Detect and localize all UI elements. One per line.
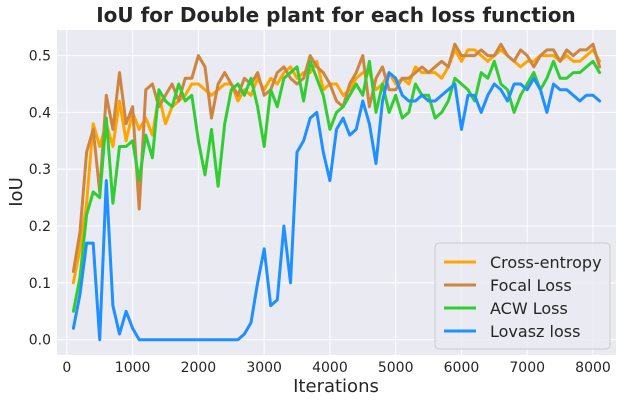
legend: Cross-entropy Focal Loss ACW Loss Lovasz lo…: [434, 242, 611, 350]
legend-label-acw-loss: ACW Loss: [490, 299, 568, 318]
x-tick-label: 0: [62, 360, 71, 376]
y-axis-title: IoU: [6, 177, 27, 207]
x-tick-label: 3000: [246, 360, 282, 376]
y-tick-label: 0.0: [29, 333, 51, 349]
y-tick-label: 0.4: [29, 105, 51, 121]
series-lines: [71, 42, 602, 342]
legend-label-focal-loss: Focal Loss: [490, 276, 572, 295]
y-tick-label: 0.3: [29, 162, 51, 178]
legend-label-cross-entropy: Cross-entropy: [490, 253, 602, 272]
x-tick-label: 1000: [115, 360, 151, 376]
x-tick-label: 8000: [575, 360, 611, 376]
legend-label-lovasz-loss: Lovasz loss: [490, 322, 580, 341]
x-tick-label: 5000: [378, 360, 414, 376]
y-tick-label: 0.1: [29, 276, 51, 292]
legend-box: [434, 242, 611, 350]
x-tick-label: 6000: [444, 360, 480, 376]
x-axis-title: Iterations: [293, 376, 379, 397]
x-tick-label: 4000: [312, 360, 348, 376]
x-tick-label: 2000: [181, 360, 217, 376]
chart-title: IoU for Double plant for each loss funct…: [96, 3, 576, 27]
tick-labels: 0 1000 2000 3000 4000 5000 6000 7000 8000 0.0 0.1 0…: [29, 49, 611, 376]
y-tick-label: 0.5: [29, 49, 51, 65]
y-tick-label: 0.2: [29, 219, 51, 235]
series-line-acw-loss: [71, 59, 602, 313]
series-line-lovasz-loss: [71, 71, 602, 342]
series-line-focal-loss: [71, 42, 602, 273]
x-tick-label: 7000: [509, 360, 545, 376]
